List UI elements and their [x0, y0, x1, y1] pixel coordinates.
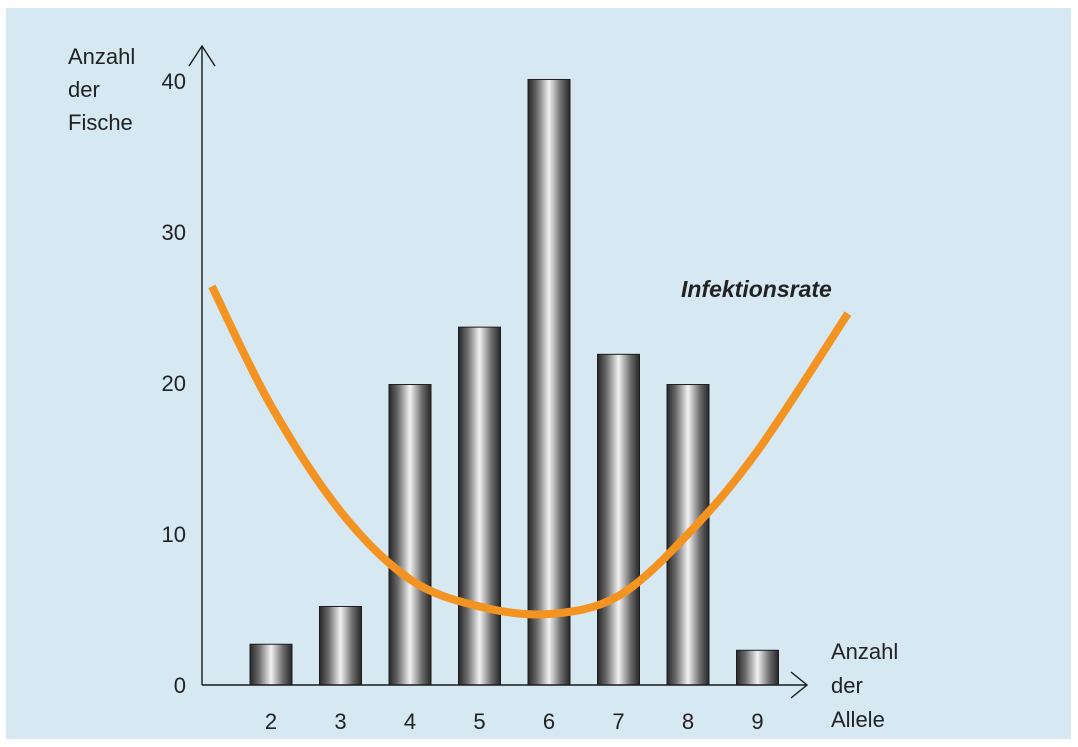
x-axis-arrow — [790, 671, 809, 699]
x-tick-label-9: 9 — [751, 709, 763, 734]
bar-7 — [597, 353, 640, 686]
chart: 0 10 20 30 40 2 3 4 5 6 7 8 9 Anzahl der Fische Anz… — [68, 44, 904, 734]
bar-9 — [736, 649, 779, 686]
x-axis-label-line-1: Anzahl — [831, 639, 898, 664]
x-tick-label-6: 6 — [543, 709, 555, 734]
y-tick-label-20: 20 — [162, 371, 186, 396]
y-tick-label-30: 30 — [162, 220, 186, 245]
x-axis-label: Anzahl der Allele — [831, 639, 904, 732]
x-tick-label-2: 2 — [265, 709, 277, 734]
y-axis-label-line-2: der — [68, 77, 100, 102]
y-ticks-group: 0 10 20 30 40 — [162, 69, 186, 698]
bars-group — [249, 78, 779, 686]
x-tick-label-7: 7 — [612, 709, 624, 734]
infektionsrate-curve — [208, 284, 852, 619]
bar-5 — [458, 326, 501, 686]
y-axis-label-line-1: Anzahl — [68, 44, 135, 69]
bar-4 — [388, 384, 432, 686]
x-axis-label-line-2: der — [831, 673, 863, 698]
y-tick-label-0: 0 — [174, 673, 186, 698]
x-tick-label-4: 4 — [404, 709, 416, 734]
axes-group — [188, 44, 809, 699]
x-axis-label-line-3: Allele — [831, 707, 885, 732]
x-tick-label-5: 5 — [473, 709, 485, 734]
y-tick-label-40: 40 — [162, 69, 186, 94]
x-tick-label-8: 8 — [682, 709, 694, 734]
chart-panel: 0 10 20 30 40 2 3 4 5 6 7 8 9 Anzahl der Fische Anz… — [6, 8, 1071, 739]
y-axis-label: Anzahl der Fische — [68, 44, 141, 135]
y-axis-arrow — [188, 44, 216, 67]
y-tick-label-10: 10 — [162, 522, 186, 547]
x-tick-label-3: 3 — [334, 709, 346, 734]
x-ticks-group: 2 3 4 5 6 7 8 9 — [265, 709, 764, 734]
bar-2 — [249, 643, 293, 686]
bar-3 — [319, 605, 362, 686]
y-axis-label-line-3: Fische — [68, 110, 133, 135]
bar-6 — [527, 78, 571, 686]
curve-label: Infektionsrate — [681, 276, 832, 302]
